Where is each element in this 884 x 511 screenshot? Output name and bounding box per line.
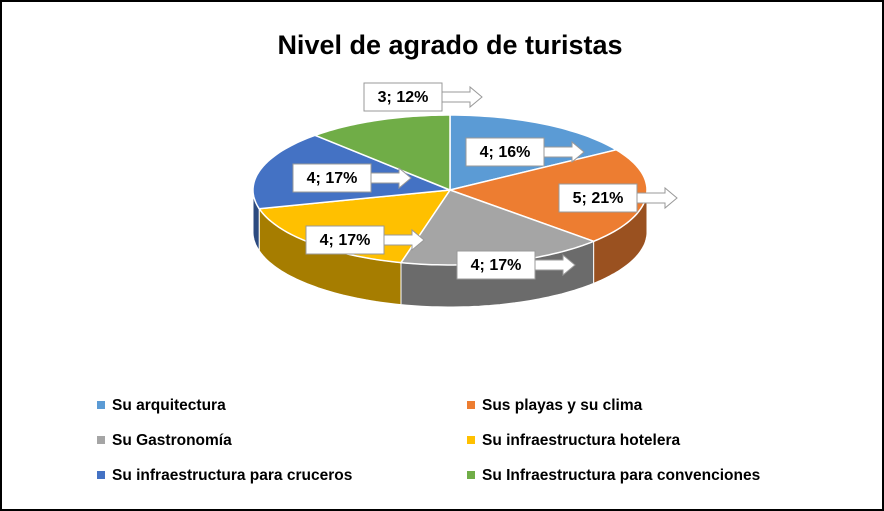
- legend-label: Su infraestructura hotelera: [482, 432, 680, 449]
- label-arrow: [370, 166, 412, 190]
- label-arrow: [441, 85, 483, 109]
- label-arrow: [534, 253, 576, 277]
- label-box: [465, 137, 545, 167]
- legend-label: Su Infraestructura para convenciones: [482, 467, 760, 484]
- label-box: [456, 250, 536, 280]
- legend-label: Sus playas y su clima: [482, 397, 643, 414]
- legend-label: Su arquitectura: [112, 397, 226, 414]
- legend-swatch: [97, 471, 105, 479]
- label-arrow: [543, 140, 585, 164]
- data-label: 4; 16%: [480, 144, 531, 161]
- data-label: 4; 17%: [320, 232, 371, 249]
- legend-swatch: [467, 471, 475, 479]
- legend-swatch: [467, 436, 475, 444]
- legend-label: Su Gastronomía: [112, 432, 232, 449]
- label-box: [292, 163, 372, 193]
- data-label: 5; 21%: [573, 190, 624, 207]
- chart-title: Nivel de agrado de turistas: [277, 30, 622, 60]
- label-box: [363, 82, 443, 112]
- pie-slice: [312, 114, 451, 192]
- legend-swatch: [467, 401, 475, 409]
- legend-label: Su infraestructura para cruceros: [112, 467, 352, 484]
- data-label: 3; 12%: [378, 89, 429, 106]
- label-arrow: [636, 186, 678, 210]
- label-arrow: [383, 228, 425, 252]
- label-box: [558, 183, 638, 213]
- label-box: [305, 225, 385, 255]
- legend-swatch: [97, 436, 105, 444]
- data-label: 4; 17%: [307, 170, 358, 187]
- legend-swatch: [97, 401, 105, 409]
- data-label: 4; 17%: [471, 257, 522, 274]
